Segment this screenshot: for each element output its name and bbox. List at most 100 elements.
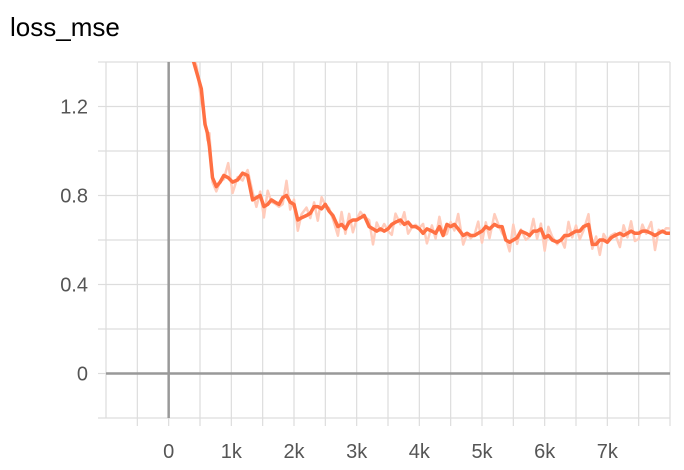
loss-point [386, 227, 390, 231]
x-tick-label: 6k [534, 441, 556, 463]
loss-point [524, 232, 528, 235]
loss-point [281, 196, 284, 199]
loss-point [383, 229, 386, 233]
loss-point [231, 180, 234, 184]
loss-point [324, 203, 327, 206]
loss-point [368, 225, 371, 228]
x-tick-labels: 0 1k 2k 3k 4k 5k 6k 7k [163, 441, 619, 463]
loss-point [543, 236, 546, 239]
loss-point [277, 203, 281, 206]
loss-point [285, 194, 288, 197]
loss-point [200, 87, 203, 90]
loss-point [206, 132, 209, 135]
loss-point [578, 229, 581, 233]
loss-point [582, 225, 585, 228]
loss-point [421, 232, 425, 235]
raw-loss-line [194, 62, 670, 257]
loss-point [331, 214, 335, 217]
loss-point [266, 203, 269, 206]
loss-point [203, 123, 207, 126]
loss-point [208, 145, 211, 148]
loss-point [508, 241, 511, 244]
loss-point [227, 176, 230, 179]
loss-point [609, 236, 613, 239]
chart-title: loss_mse [10, 12, 120, 42]
loss-point [633, 232, 637, 235]
loss-point [316, 205, 319, 208]
loss-point [484, 225, 487, 228]
loss-point [300, 216, 303, 219]
loss-point [477, 232, 480, 235]
loss-point [571, 232, 574, 235]
loss-point [665, 232, 668, 235]
loss-point [430, 229, 434, 233]
loss-point [497, 225, 500, 228]
loss-point [351, 218, 355, 222]
loss-point [539, 227, 543, 231]
loss-point [425, 227, 429, 231]
loss-point [606, 241, 609, 244]
loss-point [390, 223, 393, 226]
loss-point [445, 223, 449, 226]
loss-point [336, 225, 340, 228]
loss-point [457, 227, 460, 231]
x-tick-label: 7k [597, 441, 619, 463]
loss-point [469, 234, 472, 237]
y-tick-labels: 0 0.4 0.8 1.2 [60, 97, 88, 386]
loss-point [480, 229, 484, 233]
loss-point [218, 180, 222, 184]
loss-point [259, 194, 262, 197]
loss-point [344, 227, 347, 231]
loss-point [462, 234, 465, 237]
loss-point [528, 234, 531, 237]
loss-point [645, 229, 648, 233]
loss-point [449, 225, 452, 228]
loss-point [195, 71, 199, 75]
loss-point [650, 232, 653, 235]
loss-point [215, 185, 218, 188]
loss-point [532, 229, 535, 233]
loss-point [653, 234, 657, 237]
loss-point [473, 234, 476, 237]
loss-point [305, 214, 308, 217]
loss-point [626, 232, 629, 235]
loss-point [559, 238, 563, 242]
loss-point [438, 225, 441, 228]
loss-point [292, 203, 296, 206]
loss-point [551, 238, 554, 242]
loss-point [618, 232, 622, 235]
loss-point [379, 227, 382, 231]
loss-point [347, 221, 351, 224]
loss-point [309, 212, 312, 215]
loss-point [535, 229, 539, 233]
loss-point [563, 234, 566, 237]
loss-point [340, 223, 343, 226]
y-tick-label: 0.4 [60, 275, 88, 297]
axis-lines [106, 62, 670, 418]
loss-point [613, 234, 617, 237]
loss-point [399, 218, 402, 222]
loss-point [493, 223, 496, 226]
loss-point [327, 209, 331, 213]
loss-point [567, 234, 570, 237]
x-tick-label: 1k [221, 441, 243, 463]
loss-point [602, 238, 605, 242]
loss-point [406, 221, 410, 224]
loss-point [312, 205, 316, 208]
loss-point [236, 178, 239, 182]
loss-point [453, 223, 456, 226]
x-tick-label: 0 [163, 441, 174, 463]
loss-point [418, 227, 421, 231]
loss-point [500, 225, 504, 228]
loss-point [657, 232, 660, 235]
loss-point [246, 174, 249, 177]
loss-point [556, 241, 559, 244]
loss-point [668, 232, 670, 235]
loss-point [363, 214, 366, 217]
loss-point [591, 243, 594, 246]
loss-point [371, 227, 375, 231]
loss-point [262, 205, 266, 208]
loss-point [519, 229, 523, 233]
loss-point [622, 234, 625, 237]
loss-point [355, 218, 358, 222]
